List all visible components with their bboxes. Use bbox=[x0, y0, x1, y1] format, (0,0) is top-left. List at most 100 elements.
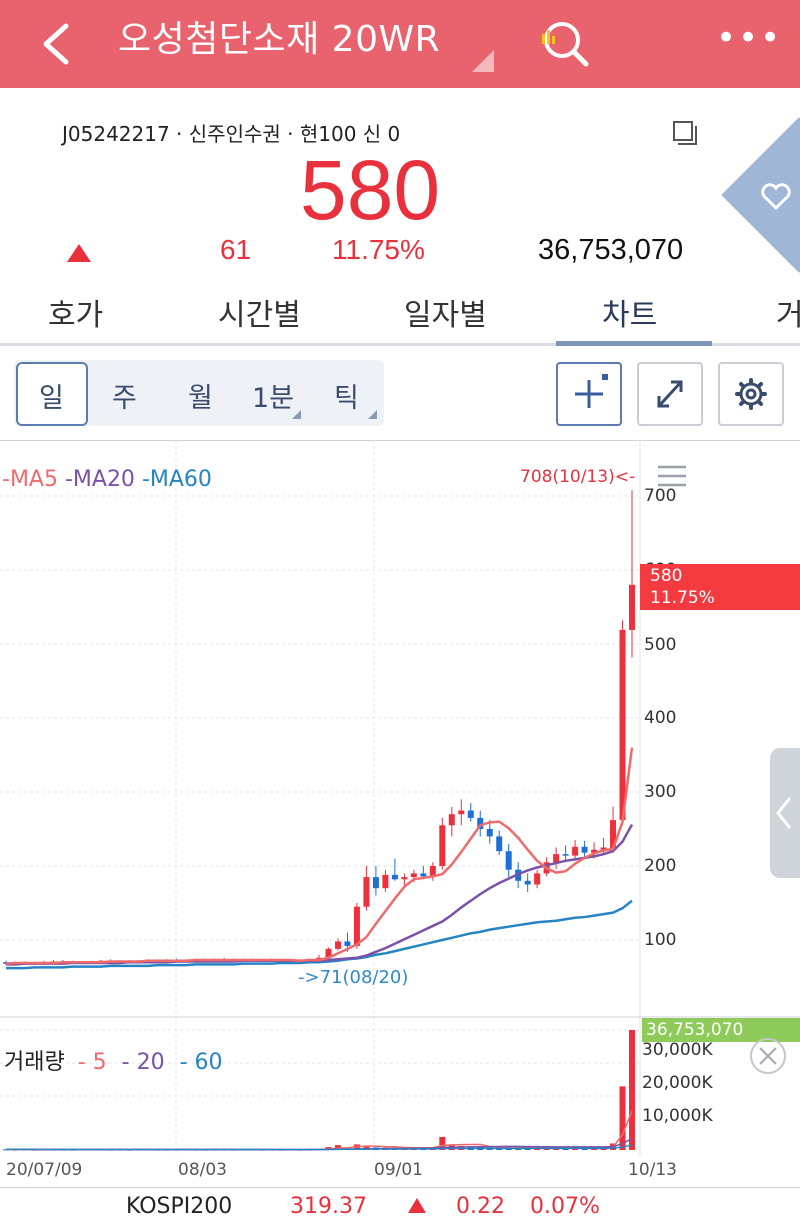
volume-bar bbox=[562, 1148, 569, 1150]
candle-body bbox=[448, 814, 455, 826]
index-ticker[interactable]: KOSPI200 319.37 0.22 0.07% bbox=[0, 1188, 800, 1221]
volume-ma5: - 5 bbox=[77, 1050, 107, 1075]
tab-hourly[interactable]: 시간별 bbox=[218, 298, 301, 333]
price-change-pct: 11.75% bbox=[332, 234, 425, 265]
candle-body bbox=[382, 874, 389, 889]
tick-dropdown-indicator bbox=[368, 410, 377, 419]
copy-icon[interactable] bbox=[672, 120, 698, 146]
legend-ma5: -MA5 bbox=[2, 467, 58, 492]
expand-icon bbox=[657, 380, 683, 408]
tab-trades[interactable]: 거 bbox=[776, 298, 800, 333]
ma5-line bbox=[5, 747, 634, 965]
candle-body bbox=[429, 866, 436, 877]
x-date-1: 20/07/09 bbox=[6, 1160, 83, 1180]
candle-body bbox=[363, 877, 370, 907]
chart-menu-icon[interactable] bbox=[658, 464, 686, 488]
candle-body bbox=[581, 846, 588, 853]
ma20-line bbox=[6, 823, 634, 966]
y-label-100: 100 bbox=[644, 930, 677, 950]
search-icon[interactable] bbox=[534, 16, 592, 70]
period-day-button[interactable]: 일 bbox=[39, 383, 64, 414]
period-selected-frame bbox=[16, 362, 88, 426]
candle-body bbox=[477, 817, 484, 829]
candle-body bbox=[353, 906, 360, 946]
ma-legend: -MA5 -MA20 -MA60 bbox=[2, 467, 212, 492]
candlestick-chart[interactable] bbox=[0, 440, 800, 1188]
index-change-pct: 0.07% bbox=[530, 1194, 600, 1219]
title-dropdown-indicator bbox=[472, 50, 494, 72]
ma60-line bbox=[6, 899, 633, 970]
candle-body bbox=[553, 854, 560, 863]
volume-ma60: - 60 bbox=[179, 1050, 223, 1075]
index-up-icon bbox=[408, 1198, 426, 1213]
chart-area[interactable] bbox=[0, 440, 800, 1188]
volume-bar bbox=[439, 1136, 446, 1150]
candle-body bbox=[372, 877, 379, 889]
candle-body bbox=[334, 941, 341, 949]
more-menu-icon[interactable]: ••• bbox=[716, 18, 783, 58]
back-icon[interactable] bbox=[34, 16, 84, 72]
volume-ma20: - 20 bbox=[121, 1050, 165, 1075]
index-change: 0.22 bbox=[456, 1194, 505, 1219]
flag-pct: 11.75% bbox=[650, 588, 715, 608]
candle-body bbox=[591, 849, 598, 853]
y-label-300: 300 bbox=[644, 782, 677, 802]
vol-y-label-20000: 20,000K bbox=[642, 1073, 713, 1093]
y-label-200: 200 bbox=[644, 856, 677, 876]
flag-price: 580 bbox=[650, 566, 683, 586]
close-icon[interactable] bbox=[750, 1038, 786, 1074]
period-minute-button[interactable]: 1분 bbox=[252, 383, 295, 414]
candle-body bbox=[562, 854, 569, 856]
heart-icon[interactable] bbox=[758, 178, 794, 214]
info-tabs: 호가 시간별 일자별 차트 거 bbox=[0, 284, 800, 346]
header-bar: 오성첨단소재 20WR ••• bbox=[0, 0, 800, 88]
active-tab-indicator bbox=[556, 341, 712, 346]
volume-flag: 36,753,070 bbox=[642, 1018, 800, 1042]
volume-ma5-line bbox=[5, 1110, 633, 1151]
volume-bar bbox=[581, 1148, 588, 1150]
vol-y-label-30000: 30,000K bbox=[642, 1040, 713, 1060]
fullscreen-button[interactable] bbox=[637, 362, 703, 426]
candle-body bbox=[316, 957, 322, 960]
volume-ma60-line bbox=[5, 1144, 633, 1151]
candle-body bbox=[458, 810, 465, 815]
candle-body bbox=[420, 873, 427, 877]
candle-body bbox=[572, 846, 579, 856]
period-month-button[interactable]: 월 bbox=[188, 383, 213, 414]
candle-body bbox=[600, 847, 607, 850]
legend-ma20: -MA20 bbox=[64, 467, 135, 492]
candle-body bbox=[505, 851, 512, 870]
period-week-button[interactable]: 주 bbox=[112, 383, 137, 414]
side-panel-handle[interactable] bbox=[770, 748, 800, 878]
trade-volume: 36,753,070 bbox=[538, 234, 684, 266]
x-date-3: 09/01 bbox=[374, 1160, 423, 1180]
period-tick-button[interactable]: 틱 bbox=[334, 383, 359, 414]
tab-chart[interactable]: 차트 bbox=[602, 298, 658, 333]
stock-title[interactable]: 오성첨단소재 20WR bbox=[118, 19, 441, 60]
price-change: 61 bbox=[220, 234, 252, 265]
candle-body bbox=[524, 880, 531, 885]
up-arrow-icon bbox=[67, 244, 91, 262]
candle-body bbox=[629, 584, 635, 630]
vol-y-label-10000: 10,000K bbox=[642, 1106, 713, 1126]
chart-settings-button[interactable] bbox=[718, 362, 784, 426]
candle-body bbox=[534, 873, 541, 885]
current-price: 580 bbox=[300, 143, 441, 237]
candle-body bbox=[391, 874, 398, 880]
gear-icon bbox=[735, 378, 767, 410]
index-name: KOSPI200 bbox=[126, 1194, 233, 1219]
add-indicator-button[interactable] bbox=[556, 362, 622, 426]
current-price-flag: 580 11.75% bbox=[640, 564, 800, 610]
x-date-2: 08/03 bbox=[178, 1160, 227, 1180]
volume-bar bbox=[619, 1086, 626, 1150]
volume-bar bbox=[591, 1148, 598, 1150]
plus-icon bbox=[575, 374, 608, 408]
y-label-400: 400 bbox=[644, 708, 677, 728]
y-label-700: 700 bbox=[644, 486, 677, 506]
tab-orderbook[interactable]: 호가 bbox=[48, 298, 104, 333]
stock-code-line: J05242217 · 신주인수권 · 현100 신 0 bbox=[62, 122, 401, 146]
volume-title: 거래량 bbox=[4, 1050, 65, 1075]
tab-daily[interactable]: 일자별 bbox=[404, 298, 487, 333]
candle-body bbox=[610, 820, 617, 850]
chevron-left-icon bbox=[776, 797, 792, 829]
